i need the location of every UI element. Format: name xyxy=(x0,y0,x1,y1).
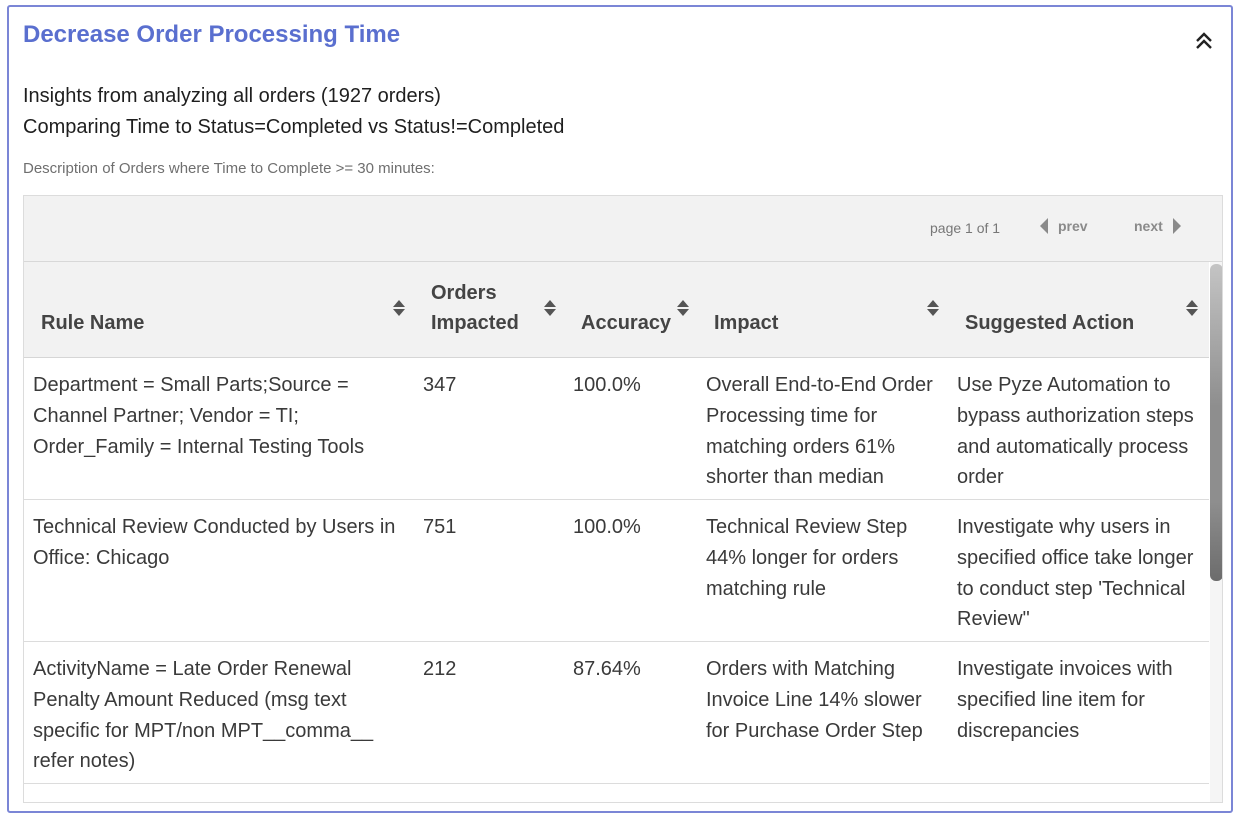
sort-icon[interactable] xyxy=(1186,298,1198,318)
orders-impacted-line2: Impacted xyxy=(431,312,519,334)
sort-icon[interactable] xyxy=(927,298,939,318)
panel-title: Decrease Order Processing Time xyxy=(23,21,401,48)
scrollbar-thumb[interactable] xyxy=(1210,264,1222,581)
cell-impact: Overall End-to-End Order Processing time… xyxy=(706,374,933,489)
cell-impact: Technical Review Step 44% longer for ord… xyxy=(706,516,908,600)
cell-accuracy: 100.0% xyxy=(573,516,641,538)
cell-impact: Orders with Matching Invoice Line 14% sl… xyxy=(706,658,923,742)
insight-summary: Insights from analyzing all orders (1927… xyxy=(23,85,441,107)
cell-orders-impacted: 212 xyxy=(423,658,457,680)
cell-rule-name: Technical Review Conducted by Users in O… xyxy=(33,516,396,569)
chevron-double-up-icon xyxy=(1196,32,1212,49)
sort-icon[interactable] xyxy=(393,298,405,318)
decrease-order-processing-panel: Decrease Order Processing Time Insights … xyxy=(7,5,1233,813)
cell-rule-name: Department = Small Parts;Source = Channe… xyxy=(33,374,365,458)
cell-orders-impacted: 751 xyxy=(423,516,457,538)
column-header-rule-name[interactable]: Rule Name xyxy=(41,312,145,334)
column-header-suggested-action[interactable]: Suggested Action xyxy=(965,312,1135,334)
cell-suggested-action: Investigate why users in specified offic… xyxy=(957,516,1194,631)
insight-comparison: Comparing Time to Status=Completed vs St… xyxy=(23,116,565,138)
collapse-button[interactable] xyxy=(1191,27,1217,53)
prev-label: prev xyxy=(1058,218,1088,234)
sort-icon[interactable] xyxy=(677,298,689,318)
rules-table: page 1 of 1 prev next Rule Name Orders I… xyxy=(23,195,1223,803)
sort-icon[interactable] xyxy=(544,298,556,318)
cell-suggested-action: Use Pyze Automation to bypass authorizat… xyxy=(957,374,1194,489)
pagination-bar: page 1 of 1 prev next xyxy=(24,196,1222,262)
next-label: next xyxy=(1134,218,1163,234)
column-header-impact[interactable]: Impact xyxy=(714,312,779,334)
cell-accuracy: 100.0% xyxy=(573,374,641,396)
column-header-orders-impacted[interactable]: Orders Impacted xyxy=(431,278,519,338)
cell-suggested-action: Investigate invoices with specified line… xyxy=(957,658,1173,742)
table-row[interactable]: Technical Review Conducted by Users in O… xyxy=(24,500,1209,642)
cell-accuracy: 87.64% xyxy=(573,658,641,680)
table-row[interactable]: Department = Small Parts;Source = Channe… xyxy=(24,358,1209,500)
column-header-accuracy[interactable]: Accuracy xyxy=(581,312,672,334)
table-header: Rule Name Orders Impacted Accuracy Impac… xyxy=(24,262,1209,358)
prev-page-button[interactable]: prev xyxy=(1040,218,1088,234)
orders-impacted-line1: Orders xyxy=(431,282,497,304)
cell-rule-name: ActivityName = Late Order Renewal Penalt… xyxy=(33,658,374,773)
cell-orders-impacted: 347 xyxy=(423,374,457,396)
next-page-button[interactable]: next xyxy=(1134,218,1181,234)
page-indicator: page 1 of 1 xyxy=(930,220,1001,236)
caret-right-icon xyxy=(1172,218,1181,234)
caret-left-icon xyxy=(1040,218,1048,234)
table-row[interactable]: ActivityName = Late Order Renewal Penalt… xyxy=(24,642,1209,784)
table-description: Description of Orders where Time to Comp… xyxy=(23,160,435,177)
